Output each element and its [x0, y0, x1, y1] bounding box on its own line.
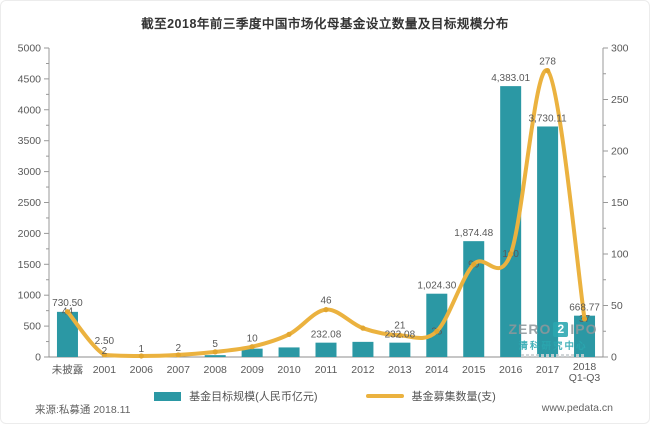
line-point-2010 — [286, 331, 292, 337]
line-series-label: 基金募集数量(支) — [411, 391, 496, 403]
line-point-2013 — [397, 332, 403, 338]
line-point-label: 2 — [175, 343, 181, 354]
line-point-label: 5 — [212, 339, 218, 350]
right-axis-tick-label: 0 — [611, 352, 617, 364]
watermark-subtitle: 清科研究中心 — [518, 341, 588, 352]
left-axis-tick-label: 3500 — [18, 135, 42, 147]
x-axis-category-label: Q1-Q3 — [569, 372, 601, 384]
x-axis-category-label: 2001 — [93, 364, 117, 376]
zero2ipo-watermark: ZERO 2 IPO 清科研究中心 — [497, 322, 609, 357]
x-axis-category-label: 2017 — [536, 364, 560, 376]
left-axis-tick-label: 1500 — [18, 259, 42, 271]
line-point-2015 — [471, 261, 477, 267]
x-axis-category-label: 2011 — [315, 364, 338, 376]
watermark-zero-text: ZERO — [508, 321, 552, 337]
line-point-2012 — [360, 325, 366, 331]
left-axis-tick-label: 5000 — [18, 43, 42, 55]
line-point-未披露 — [64, 309, 71, 315]
line-point-2008 — [212, 349, 218, 355]
line-point-label: 278 — [539, 57, 556, 68]
bar-value-label: 232.08 — [385, 330, 416, 341]
website-text: www.pedata.cn — [541, 402, 613, 414]
line-point-label: 21 — [394, 320, 406, 331]
bar-2014 — [426, 293, 448, 357]
line-point-label: 10 — [247, 334, 259, 345]
bar-value-label: 1,874.48 — [454, 228, 493, 239]
x-axis-category-label: 2008 — [204, 364, 228, 376]
line-point-2016 — [508, 251, 514, 257]
bar-2010 — [278, 347, 300, 357]
watermark-tagline-strip — [521, 354, 585, 357]
x-axis-category-label: 未披露 — [52, 363, 84, 376]
chart-footer: 来源:私募通 2018.11 www.pedata.cn — [35, 402, 613, 417]
x-axis-category-label: 2009 — [240, 364, 264, 376]
line-series-swatch-icon — [365, 394, 404, 398]
right-axis-tick-label: 150 — [611, 197, 629, 209]
bar-value-label: 1,024.30 — [417, 281, 456, 292]
chart-title: 截至2018年前三季度中国市场化母基金设立数量及目标规模分布 — [141, 17, 509, 31]
left-axis-tick-label: 3000 — [18, 166, 42, 178]
bar-未披露 — [56, 311, 78, 357]
bar-value-label: 3,730.11 — [529, 113, 568, 124]
bar-2009 — [241, 348, 263, 357]
bar-2008 — [204, 355, 226, 357]
bar-value-label: 4,383.01 — [491, 73, 530, 84]
left-axis-tick-label: 1000 — [18, 290, 42, 302]
x-axis-category-label: 2007 — [167, 364, 191, 376]
line-point-label: 2 — [102, 346, 108, 357]
x-axis-category-label: 2014 — [425, 364, 449, 376]
line-point-label: 1 — [139, 344, 145, 355]
bar-2011 — [315, 342, 337, 357]
bar-2016 — [500, 86, 522, 358]
x-axis-category-label: 2013 — [388, 364, 412, 376]
x-axis-category-label: 2010 — [277, 364, 301, 376]
line-point-label: 46 — [320, 296, 332, 307]
line-point-2006 — [138, 353, 144, 359]
x-axis-category-label: 2016 — [499, 364, 523, 376]
left-axis-tick-label: 2500 — [18, 197, 42, 209]
bar-value-label: 2.50 — [95, 336, 115, 347]
watermark-two-badge-icon: 2 — [553, 322, 569, 337]
x-axis-category-label: 2006 — [130, 364, 154, 376]
left-axis-tick-label: 4000 — [18, 104, 42, 116]
line-point-2018 — [581, 316, 588, 322]
line-point-2009 — [249, 344, 255, 350]
right-axis-tick-label: 250 — [611, 94, 629, 106]
line-point-2007 — [175, 352, 181, 358]
x-axis-category-label: 2015 — [462, 364, 486, 376]
legend-item-bar-series: 基金目标规模(人民币亿元) — [154, 388, 318, 404]
bar-value-label: 232.08 — [311, 330, 342, 341]
line-point-2001 — [101, 352, 107, 358]
watermark-ipo-text: IPO — [570, 321, 598, 337]
left-axis-tick-label: 0 — [35, 352, 41, 364]
line-point-2011 — [323, 307, 329, 313]
line-point-2017 — [545, 68, 551, 74]
left-axis-tick-label: 2000 — [18, 228, 42, 240]
bar-value-label: 730.50 — [52, 298, 83, 309]
right-axis-tick-label: 50 — [611, 300, 623, 312]
line-point-2014 — [434, 328, 440, 334]
bar-2013 — [389, 342, 411, 357]
left-axis-tick-label: 4500 — [18, 73, 42, 85]
right-axis-tick-label: 300 — [611, 43, 629, 55]
bar-2018 — [574, 315, 596, 357]
right-axis-tick-label: 100 — [611, 249, 629, 261]
watermark-logo: ZERO 2 IPO — [497, 322, 609, 337]
x-axis-category-label: 2018 — [573, 361, 597, 373]
left-axis-tick-label: 500 — [23, 321, 41, 333]
legend-item-line-series: 基金募集数量(支) — [365, 388, 496, 404]
bar-value-label: 668.77 — [569, 303, 600, 314]
chart-legend: 基金目标规模(人民币亿元) 基金募集数量(支) — [1, 388, 649, 404]
bar-series-swatch-icon — [154, 391, 182, 401]
bar-2017 — [537, 126, 559, 357]
bar-2012 — [352, 341, 374, 357]
right-axis-tick-label: 200 — [611, 146, 629, 158]
bar-series-label: 基金目标规模(人民币亿元) — [189, 391, 318, 403]
x-axis-category-label: 2012 — [351, 364, 375, 376]
data-source-text: 来源:私募通 2018.11 — [35, 404, 131, 416]
